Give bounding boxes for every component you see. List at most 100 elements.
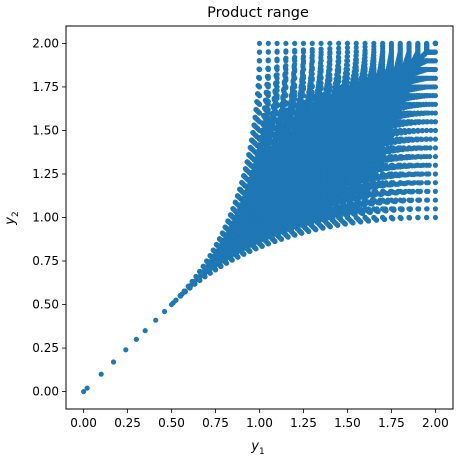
- data-point: [283, 92, 289, 98]
- data-point: [283, 55, 289, 61]
- data-point: [283, 85, 289, 91]
- data-point: [265, 73, 271, 80]
- data-point: [336, 50, 342, 56]
- data-point: [336, 45, 342, 51]
- data-point: [274, 72, 280, 78]
- data-point: [327, 61, 333, 67]
- data-point: [265, 40, 271, 47]
- data-point: [283, 48, 289, 54]
- data-point: [318, 46, 324, 52]
- data-point: [283, 70, 289, 76]
- data-point: [98, 371, 104, 377]
- data-point: [318, 52, 324, 58]
- data-point: [274, 79, 280, 86]
- data-point: [300, 66, 307, 73]
- data-point: [318, 57, 324, 63]
- data-point: [318, 74, 324, 80]
- data-point: [309, 71, 315, 77]
- data-point: [309, 40, 315, 47]
- data-point: [256, 93, 263, 99]
- data-point: [177, 293, 183, 299]
- data-point: [336, 79, 342, 85]
- data-point: [300, 40, 307, 47]
- data-point: [204, 267, 210, 273]
- data-point: [336, 69, 342, 75]
- data-point: [256, 40, 263, 47]
- data-point: [256, 110, 263, 116]
- data-point: [318, 40, 324, 47]
- data-point: [274, 64, 280, 70]
- data-point: [256, 49, 263, 55]
- data-point: [265, 57, 271, 63]
- data-point: [318, 86, 324, 92]
- data-point: [256, 66, 263, 73]
- data-point: [84, 385, 90, 391]
- data-point: [309, 77, 315, 83]
- data-point: [265, 65, 271, 71]
- data-point: [274, 87, 280, 94]
- data-point: [265, 49, 271, 55]
- data-point: [309, 46, 315, 53]
- data-point: [123, 347, 129, 353]
- data-point: [318, 63, 324, 69]
- data-point: [110, 359, 117, 365]
- data-point: [318, 69, 324, 75]
- points-group: [80, 40, 439, 395]
- data-point: [292, 82, 298, 88]
- data-point: [173, 297, 179, 303]
- data-point: [336, 59, 342, 66]
- data-point: [300, 73, 307, 79]
- data-point: [327, 51, 333, 57]
- data-point: [208, 262, 214, 268]
- data-point: [142, 328, 148, 334]
- data-point: [190, 280, 197, 286]
- data-point: [327, 40, 333, 47]
- data-point: [133, 336, 139, 342]
- data-point: [309, 65, 315, 71]
- data-point: [300, 86, 307, 92]
- data-point: [292, 47, 298, 53]
- data-point: [292, 54, 298, 60]
- data-point: [186, 284, 192, 290]
- data-point: [283, 40, 289, 47]
- data-point: [336, 55, 342, 61]
- data-point: [265, 90, 271, 96]
- data-point: [199, 271, 205, 277]
- data-point: [274, 95, 280, 101]
- data-point: [283, 100, 289, 106]
- data-point: [336, 40, 342, 47]
- data-point: [256, 58, 263, 64]
- data-point: [292, 89, 298, 95]
- data-point: [274, 103, 280, 109]
- data-point: [309, 89, 315, 95]
- data-point: [292, 96, 298, 102]
- data-point: [274, 56, 280, 62]
- data-point: [292, 75, 298, 81]
- data-point: [283, 77, 289, 83]
- data-point: [327, 56, 333, 62]
- data-point: [327, 72, 333, 78]
- data-point: [309, 59, 315, 65]
- data-point: [256, 101, 263, 107]
- data-point: [292, 40, 298, 47]
- data-point: [274, 48, 280, 54]
- data-point: [309, 53, 315, 59]
- data-point: [256, 84, 263, 90]
- data-point: [182, 288, 188, 295]
- data-point: [300, 47, 307, 53]
- data-point: [265, 98, 271, 104]
- data-point: [327, 46, 333, 52]
- data-point: [161, 308, 168, 315]
- data-point: [195, 275, 201, 282]
- data-point: [327, 66, 333, 73]
- data-point: [300, 53, 307, 60]
- data-point: [256, 75, 263, 81]
- data-point: [292, 61, 298, 67]
- data-point: [168, 301, 175, 308]
- data-point: [300, 60, 307, 66]
- data-point: [265, 106, 271, 113]
- data-point: [80, 388, 87, 395]
- data-point: [336, 64, 342, 70]
- data-point: [274, 40, 280, 47]
